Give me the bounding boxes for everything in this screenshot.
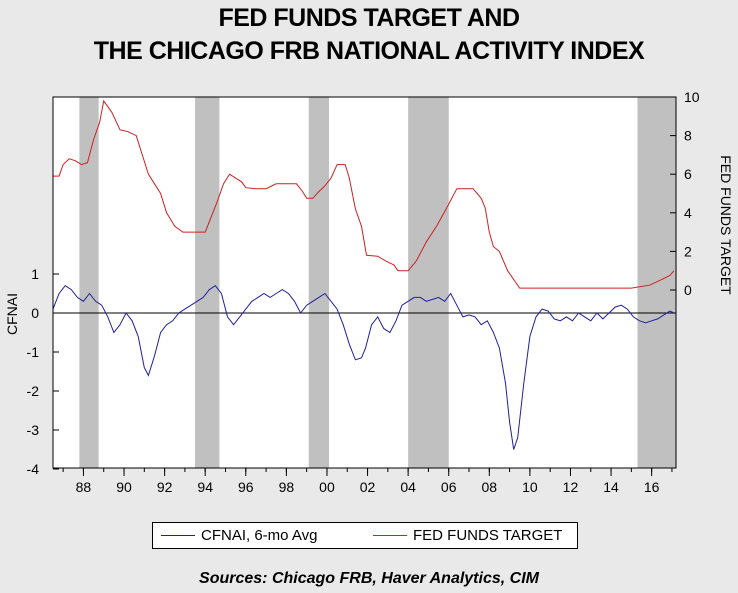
left-tick-label: -4 [27,461,40,477]
right-tick-label: 4 [684,205,692,221]
x-tick-label-00: 00 [319,479,335,495]
x-axis: 88 90 92 94 96 98 00 02 04 06 08 10 12 14 16 [62,468,673,495]
x-tick-label-90: 90 [116,479,132,495]
plot-frame [52,96,677,469]
left-tick-label: -1 [27,344,40,360]
left-tick-label: 1 [31,266,39,282]
x-tick-label-08: 08 [482,479,498,495]
legend-swatch-fed [373,535,407,536]
x-tick-label-12: 12 [563,479,579,495]
right-tick-label: 2 [684,243,692,259]
recession-band-1 [195,97,220,468]
x-tick-label-14: 14 [603,479,619,495]
x-tick-label-06: 06 [441,479,457,495]
legend-item-fed: FED FUNDS TARGET [373,527,562,544]
x-tick-label-16: 16 [644,479,660,495]
legend-label-fed: FED FUNDS TARGET [413,527,563,544]
x-tick-label-96: 96 [238,479,254,495]
x-tick-label-04: 04 [400,479,416,495]
x-tick-label-10: 10 [522,479,538,495]
chart-title-line2: THE CHICAGO FRB NATIONAL ACTIVITY INDEX [93,37,645,65]
x-tick-label-98: 98 [279,479,295,495]
series-cfnai-line [52,285,675,450]
left-tick-label: -2 [27,383,40,399]
recession-band-0 [79,97,99,468]
left-axis: 1 0 -1 -2 -3 -4 [27,266,59,477]
left-tick-label: 0 [31,305,39,321]
right-axis-label: FED FUNDS TARGET [718,155,734,295]
left-tick-label: -3 [27,422,40,438]
legend: CFNAI, 6-mo Avg FED FUNDS TARGET [152,522,578,549]
x-tick-label-02: 02 [360,479,376,495]
right-tick-label: 8 [684,128,692,144]
source-note: Sources: Chicago FRB, Haver Analytics, C… [199,570,539,587]
left-axis-label: CFNAI [4,293,20,335]
series-fed-funds-line [53,99,675,289]
legend-swatch-cfnai [161,535,195,536]
recession-band-3 [408,97,449,468]
right-tick-label: 0 [684,282,692,298]
legend-label-cfnai: CFNAI, 6-mo Avg [201,527,318,544]
x-tick-label-92: 92 [157,479,173,495]
x-tick-label-94: 94 [197,479,213,495]
recession-shading [79,97,676,468]
plot-background [52,96,677,469]
right-tick-label: 6 [684,166,692,182]
legend-item-cfnai: CFNAI, 6-mo Avg [161,527,317,544]
right-tick-label: 10 [684,89,700,105]
x-tick-label-88: 88 [76,479,92,495]
right-axis: 10 8 6 4 2 0 [670,89,700,298]
recession-band-4 [637,97,676,468]
recession-band-2 [308,97,329,468]
chart-title-line1: FED FUNDS TARGET AND [218,4,520,32]
